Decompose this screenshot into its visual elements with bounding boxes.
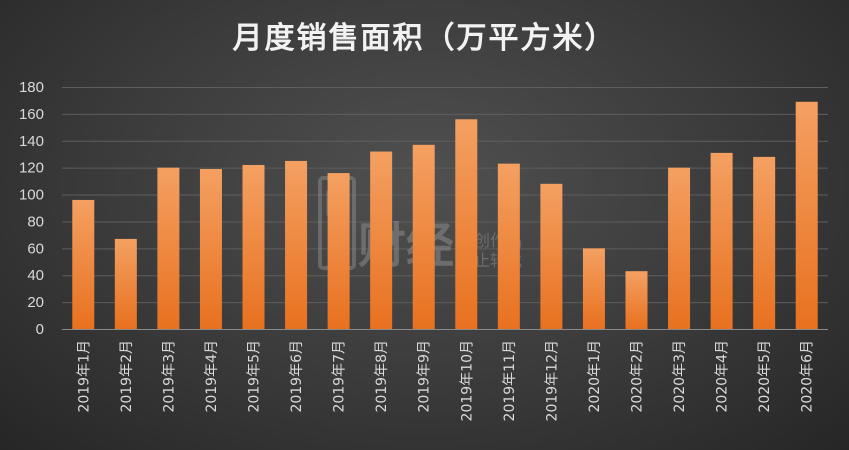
x-tick-label: 2019年4月 xyxy=(204,340,220,413)
x-tick-label: 2019年9月 xyxy=(417,340,433,413)
x-tick-label: 2019年12月 xyxy=(544,340,560,421)
y-tick-label: 20 xyxy=(27,294,44,311)
bar xyxy=(455,119,478,330)
bar xyxy=(157,167,180,329)
y-tick-label: 100 xyxy=(19,187,44,204)
bar xyxy=(540,183,563,329)
x-tick-label: 2019年5月 xyxy=(247,340,263,413)
gridlines xyxy=(62,87,828,304)
bar xyxy=(497,163,520,329)
y-tick-label: 0 xyxy=(36,321,44,338)
x-tick-label: 2020年4月 xyxy=(715,340,731,413)
y-tick-label: 80 xyxy=(27,213,44,230)
bars xyxy=(72,101,818,330)
x-tick-label: 2019年3月 xyxy=(161,340,177,413)
bar xyxy=(370,151,393,329)
x-tick-label: 2019年11月 xyxy=(502,340,518,421)
x-tick-label: 2019年1月 xyxy=(76,340,92,413)
y-tick-label: 60 xyxy=(27,240,44,257)
x-tick-label: 2019年2月 xyxy=(119,340,135,413)
bar xyxy=(285,160,308,329)
bar xyxy=(795,101,818,330)
x-tick-label: 2019年6月 xyxy=(289,340,305,413)
x-tick-label: 2020年6月 xyxy=(800,340,816,413)
x-tick-label: 2020年3月 xyxy=(672,340,688,413)
y-tick-label: 140 xyxy=(19,133,44,150)
bar xyxy=(242,164,265,329)
bar xyxy=(582,248,605,329)
bar xyxy=(327,173,350,329)
bar xyxy=(625,271,648,329)
x-tick-label: 2019年8月 xyxy=(374,340,390,413)
x-tick-label: 2019年10月 xyxy=(459,340,475,421)
y-tick-label: 120 xyxy=(19,160,44,177)
x-axis-ticks: 2019年1月 2019年2月 2019年3月 2019年4月 2019年5月 2019年… xyxy=(76,340,815,421)
y-axis-ticks: 0 20 40 60 80 100 120 140 160 180 xyxy=(19,79,44,338)
x-tick-label: 2020年5月 xyxy=(757,340,773,413)
chart-title: 月度销售面积（万平方米） xyxy=(233,21,617,56)
x-tick-label: 2020年2月 xyxy=(630,340,646,413)
y-tick-label: 40 xyxy=(27,267,44,284)
bar xyxy=(753,156,776,329)
bar xyxy=(710,152,733,329)
bar xyxy=(72,199,95,329)
y-tick-label: 180 xyxy=(19,79,44,96)
bar xyxy=(412,144,435,329)
bar xyxy=(668,167,691,329)
x-tick-label: 2019年7月 xyxy=(332,340,348,413)
y-tick-label: 160 xyxy=(19,106,44,123)
bar xyxy=(199,169,222,329)
x-tick-label: 2020年1月 xyxy=(587,340,603,413)
bar xyxy=(114,238,137,329)
